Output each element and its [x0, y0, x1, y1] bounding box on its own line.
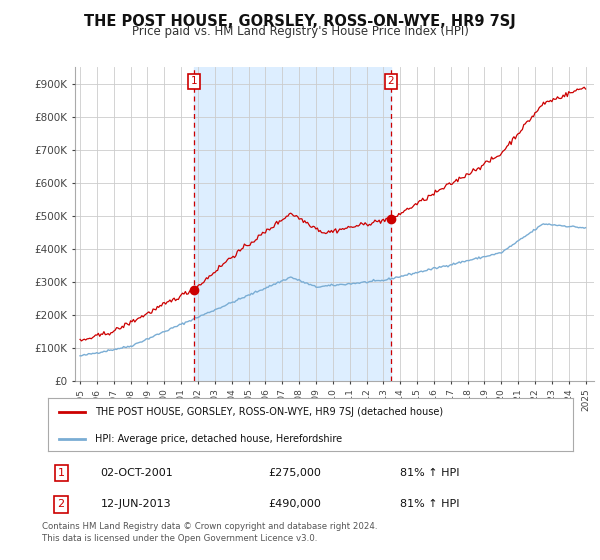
Text: 1: 1 [190, 76, 197, 86]
Text: 81% ↑ HPI: 81% ↑ HPI [400, 500, 459, 510]
Text: 02-OCT-2001: 02-OCT-2001 [101, 468, 173, 478]
Text: Contains HM Land Registry data © Crown copyright and database right 2024.
This d: Contains HM Land Registry data © Crown c… [42, 522, 377, 543]
Text: 1: 1 [58, 468, 65, 478]
Text: 2: 2 [58, 500, 65, 510]
Text: Price paid vs. HM Land Registry's House Price Index (HPI): Price paid vs. HM Land Registry's House … [131, 25, 469, 38]
Text: THE POST HOUSE, GORSLEY, ROSS-ON-WYE, HR9 7SJ (detached house): THE POST HOUSE, GORSLEY, ROSS-ON-WYE, HR… [95, 408, 443, 418]
Text: 2: 2 [388, 76, 394, 86]
Text: £490,000: £490,000 [269, 500, 322, 510]
Text: 12-JUN-2013: 12-JUN-2013 [101, 500, 171, 510]
Text: £275,000: £275,000 [269, 468, 322, 478]
Text: THE POST HOUSE, GORSLEY, ROSS-ON-WYE, HR9 7SJ: THE POST HOUSE, GORSLEY, ROSS-ON-WYE, HR… [84, 14, 516, 29]
Text: 81% ↑ HPI: 81% ↑ HPI [400, 468, 459, 478]
Text: HPI: Average price, detached house, Herefordshire: HPI: Average price, detached house, Here… [95, 434, 343, 444]
Bar [194, 67, 391, 381]
